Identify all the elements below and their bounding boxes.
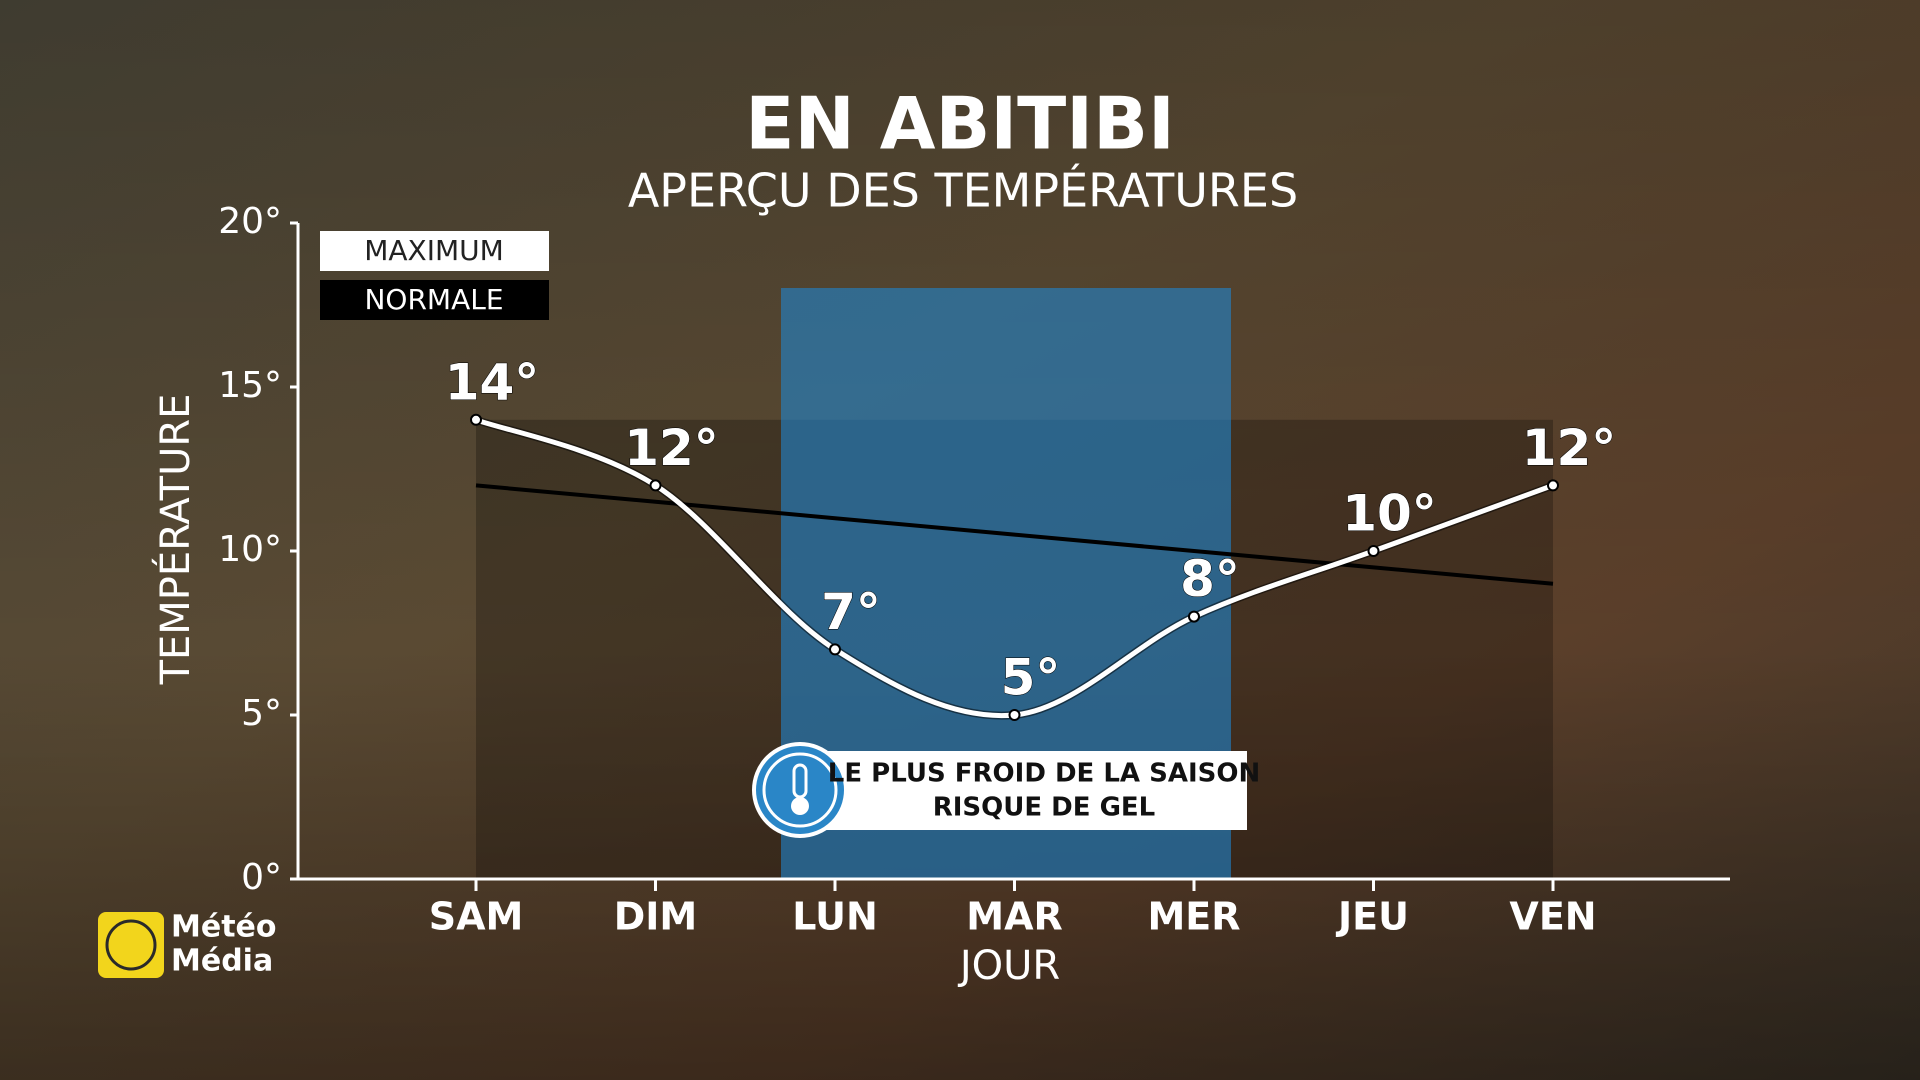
chart-subtitle: APERÇU DES TEMPÉRATURES (628, 164, 1298, 218)
point (470, 413, 482, 426)
legend-box (320, 280, 549, 320)
data-label: 5° (1001, 649, 1061, 707)
point (1188, 610, 1200, 623)
legend-box (320, 231, 549, 271)
line (475, 483, 1554, 586)
legend-label: NORMALE (364, 283, 503, 316)
y-tick-label: 0° (241, 857, 282, 898)
annotation-text: LE PLUS FROID DE LA SAISON (828, 759, 1260, 789)
logo-text: Météo (171, 910, 277, 945)
data-label: 12° (1522, 419, 1617, 477)
chart-title: EN ABITIBI (745, 82, 1174, 166)
point (1367, 545, 1380, 557)
y-tick-label: 15° (218, 365, 282, 406)
y-tick-label: 5° (241, 693, 282, 734)
y-tick-label: 10° (218, 529, 282, 570)
x-tick-label: MAR (966, 895, 1062, 939)
x-axis-title: JOUR (957, 943, 1060, 989)
annotation-icon (752, 742, 848, 838)
x-tick-label: LUN (792, 895, 878, 939)
data-label: 12° (624, 419, 719, 477)
data-label: 10° (1342, 485, 1437, 543)
data-label: 7° (821, 583, 881, 641)
x-tick-label: JEU (1335, 895, 1409, 939)
annotation-box (820, 751, 1247, 830)
point (649, 479, 662, 492)
logo-text: Média (171, 944, 273, 979)
x-tick-label: DIM (614, 895, 698, 939)
logo: Météo Média (98, 910, 277, 979)
thermometer-bulb (791, 797, 809, 815)
legend-label: MAXIMUM (364, 234, 504, 267)
data-label: 8° (1180, 550, 1240, 608)
y-axis-title: TEMPÉRATURE (151, 394, 199, 686)
annotation-text: RISQUE DE GEL (933, 793, 1156, 823)
y-tick-label: 20° (218, 201, 282, 242)
x-tick-label: MER (1147, 895, 1240, 939)
x-tick-label: VEN (1509, 895, 1596, 939)
annotation-icon-ring (762, 752, 838, 828)
data-label: 14° (445, 353, 540, 411)
x-tick-label: SAM (429, 895, 524, 939)
logo-globe (105, 919, 157, 971)
point (1547, 479, 1559, 492)
point (1008, 709, 1021, 721)
point (829, 643, 841, 656)
